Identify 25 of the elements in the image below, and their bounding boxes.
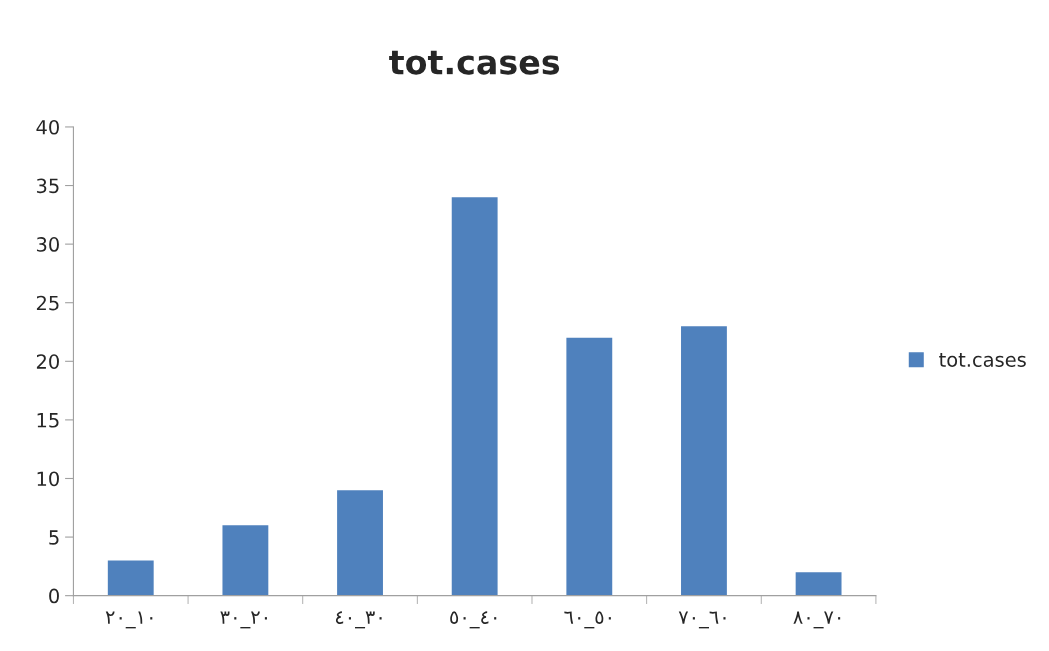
bar — [566, 337, 613, 596]
x-tick-label: ٨٠_٧٠ — [793, 611, 841, 629]
x-tick-label: ٢٠_١٠ — [105, 611, 153, 629]
bar — [681, 326, 727, 596]
bar — [337, 490, 383, 596]
x-tick-label: ٣٠_٢٠ — [220, 611, 267, 629]
chart-title: tot.cases — [389, 50, 560, 75]
y-tick-label: 25 — [36, 295, 59, 311]
x-tick-label: ٦٠_٥٠ — [564, 611, 611, 629]
legend-label: tot.cases — [939, 353, 1026, 367]
y-tick-label: 0 — [49, 588, 59, 604]
x-tick-label: ٥٠_٤٠ — [450, 611, 497, 629]
bar — [107, 560, 154, 596]
y-tick-label: 30 — [36, 237, 59, 252]
y-tick-label: 10 — [37, 471, 59, 487]
y-tick-label: 20 — [36, 354, 59, 369]
x-tick-label: ٤٠_٣٠ — [335, 611, 382, 629]
y-tick-label: 15 — [37, 413, 59, 428]
bar — [222, 525, 269, 596]
y-tick-label: 40 — [36, 119, 59, 135]
y-tick-label: 35 — [36, 178, 59, 194]
y-tick-label: 5 — [49, 530, 59, 545]
bar — [451, 197, 498, 596]
bar — [795, 572, 842, 596]
x-tick-label: ٧٠_٦٠ — [678, 611, 726, 629]
